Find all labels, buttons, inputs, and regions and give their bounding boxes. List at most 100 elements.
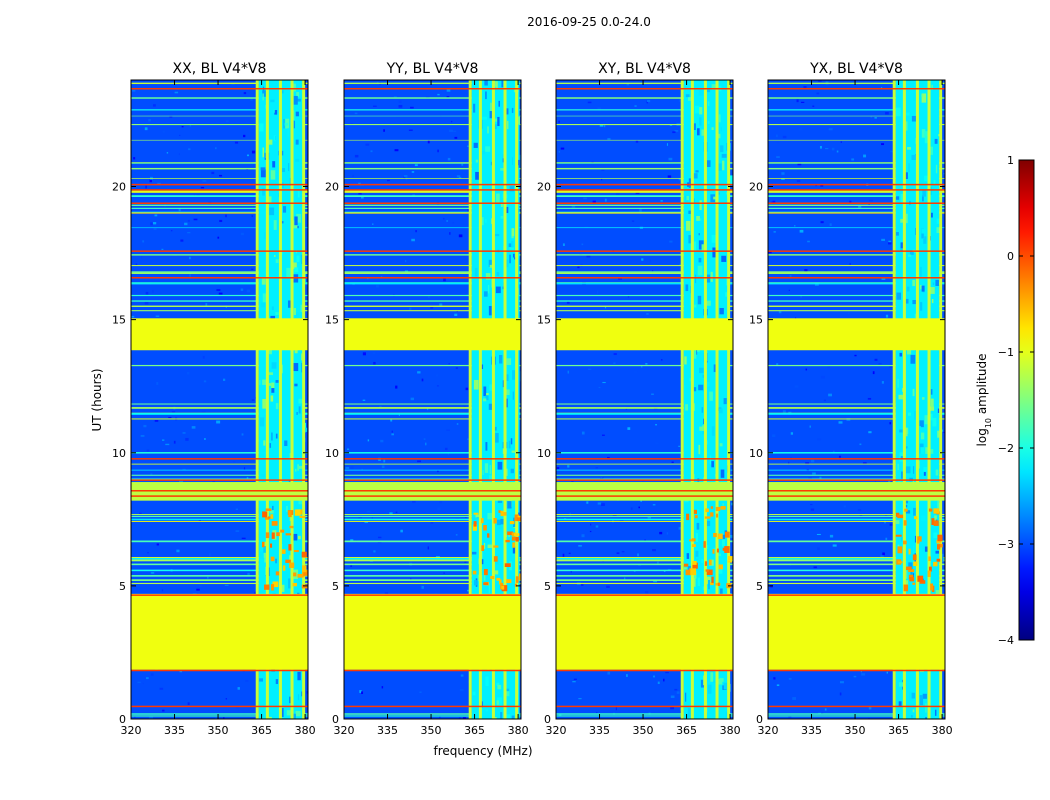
noise-speckle bbox=[556, 467, 560, 470]
bright-patch bbox=[499, 579, 502, 585]
strong-rfi-line bbox=[768, 594, 945, 596]
band-texture bbox=[288, 578, 292, 589]
noise-speckle bbox=[829, 534, 834, 538]
noise-speckle bbox=[366, 510, 371, 513]
band-texture bbox=[517, 116, 521, 125]
noise-speckle bbox=[800, 101, 805, 103]
band-texture bbox=[512, 370, 516, 380]
rfi-line bbox=[344, 556, 521, 558]
noise-speckle bbox=[820, 185, 824, 187]
bright-patch bbox=[483, 582, 489, 585]
noise-speckle bbox=[878, 363, 882, 365]
noise-speckle bbox=[652, 549, 656, 552]
noise-speckle bbox=[665, 671, 669, 674]
noise-speckle bbox=[358, 182, 361, 185]
band-texture bbox=[911, 154, 917, 160]
bright-patch bbox=[704, 516, 711, 519]
band-texture bbox=[271, 306, 274, 311]
band-texture bbox=[698, 89, 704, 96]
noise-speckle bbox=[797, 162, 802, 166]
band-texture bbox=[275, 679, 279, 685]
band-texture bbox=[711, 426, 715, 436]
y-tick-label: 0 bbox=[756, 713, 763, 726]
noise-speckle bbox=[560, 147, 565, 150]
noise-speckle bbox=[678, 526, 682, 530]
band-texture bbox=[686, 195, 690, 201]
noise-speckle bbox=[364, 521, 368, 524]
noise-speckle bbox=[768, 251, 772, 254]
rfi-line bbox=[131, 265, 308, 267]
bright-patch bbox=[727, 560, 733, 563]
noise-speckle bbox=[201, 411, 206, 414]
band-texture bbox=[509, 185, 514, 192]
noise-speckle bbox=[232, 461, 236, 463]
noise-speckle bbox=[412, 500, 416, 503]
strong-rfi-line bbox=[131, 705, 308, 708]
bright-patch bbox=[710, 512, 714, 517]
noise-speckle bbox=[796, 99, 799, 103]
noise-speckle bbox=[776, 684, 780, 687]
noise-speckle bbox=[772, 200, 776, 204]
noise-speckle bbox=[889, 422, 892, 425]
noise-speckle bbox=[586, 255, 591, 258]
noise-speckle bbox=[849, 200, 852, 203]
bright-patch bbox=[928, 566, 932, 572]
bright-patch bbox=[272, 581, 279, 588]
noise-speckle bbox=[456, 423, 459, 425]
noise-speckle bbox=[606, 585, 610, 588]
noise-speckle bbox=[597, 107, 601, 111]
band-texture bbox=[485, 91, 487, 100]
band-texture bbox=[694, 105, 700, 114]
noise-speckle bbox=[646, 313, 649, 315]
noise-speckle bbox=[243, 92, 247, 95]
band-texture bbox=[925, 703, 927, 713]
noise-speckle bbox=[251, 268, 254, 270]
band-texture bbox=[489, 465, 492, 475]
band-texture bbox=[914, 411, 916, 420]
colorbar-label-rest: amplitude bbox=[975, 354, 989, 418]
band-texture bbox=[294, 383, 298, 387]
noise-speckle bbox=[595, 467, 599, 469]
rfi-line bbox=[131, 167, 308, 170]
noise-speckle bbox=[181, 126, 184, 128]
noise-speckle bbox=[888, 240, 892, 243]
band-texture bbox=[933, 532, 938, 539]
band-texture bbox=[905, 446, 908, 449]
noise-speckle bbox=[641, 365, 643, 368]
band-texture bbox=[500, 712, 503, 719]
noise-speckle bbox=[154, 214, 158, 217]
rfi-line bbox=[556, 569, 733, 572]
band-texture bbox=[931, 84, 933, 90]
y-tick-label: 10 bbox=[749, 447, 763, 460]
band-texture bbox=[935, 469, 939, 476]
strong-rfi-line bbox=[344, 202, 521, 204]
strong-rfi-line bbox=[131, 250, 308, 252]
bright-patch bbox=[916, 540, 920, 544]
strong-rfi-line bbox=[131, 277, 308, 279]
noise-speckle bbox=[461, 112, 465, 114]
rfi-line bbox=[768, 478, 945, 480]
band-texture bbox=[498, 526, 503, 529]
noise-speckle bbox=[663, 678, 665, 682]
rfi-line bbox=[344, 212, 521, 214]
rfi-line bbox=[344, 518, 521, 521]
bright-patch bbox=[720, 506, 726, 510]
channel-line bbox=[278, 80, 282, 719]
strong-rfi-line bbox=[556, 705, 733, 708]
rfi-line bbox=[344, 407, 521, 409]
noise-speckle bbox=[773, 677, 776, 680]
x-tick-label: 335 bbox=[589, 724, 610, 737]
band-texture bbox=[934, 515, 937, 525]
noise-speckle bbox=[223, 717, 225, 719]
noise-speckle bbox=[612, 519, 614, 523]
bright-patch bbox=[293, 549, 299, 553]
bright-patch bbox=[518, 573, 521, 581]
rfi-line bbox=[768, 227, 945, 229]
noise-speckle bbox=[859, 443, 862, 446]
bright-patch bbox=[473, 512, 479, 515]
rfi-line bbox=[131, 713, 308, 715]
strong-rfi-line bbox=[556, 87, 733, 90]
band-texture bbox=[695, 274, 697, 284]
noise-speckle bbox=[868, 202, 870, 206]
panel-frame bbox=[130, 79, 309, 720]
